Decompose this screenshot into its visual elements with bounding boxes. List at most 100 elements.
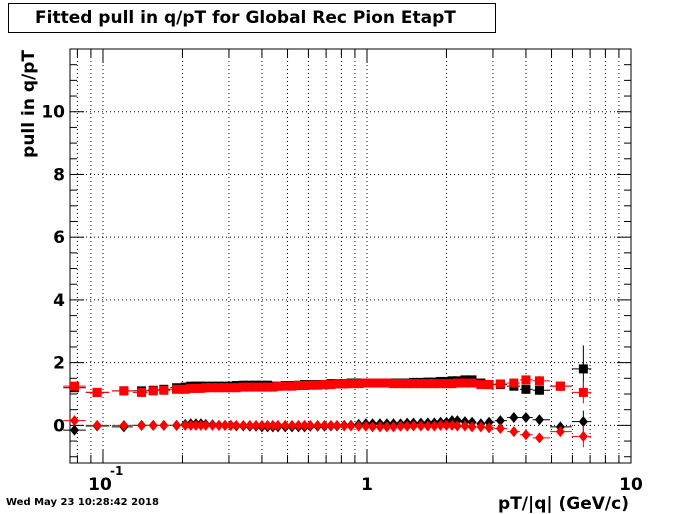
diamond-marker (208, 419, 218, 431)
diamond-marker (555, 426, 565, 438)
diamond-marker (300, 419, 310, 431)
diamond-marker (578, 430, 588, 442)
diamond-marker (495, 415, 505, 427)
square-marker (555, 381, 565, 391)
square-marker (119, 386, 129, 396)
diamond-marker (534, 432, 544, 444)
square-marker (476, 380, 486, 390)
diamond-marker (441, 419, 451, 431)
square-marker (408, 379, 418, 389)
y-tick-label: 0 (53, 416, 65, 436)
square-marker (92, 387, 102, 397)
y-axis-label: pull in q/pT (19, 50, 39, 158)
diamond-marker (509, 426, 519, 438)
square-marker (196, 383, 206, 393)
diamond-marker (172, 419, 182, 431)
diamond-marker (305, 419, 315, 431)
diamond-marker (245, 419, 255, 431)
diamond-marker (375, 421, 385, 433)
diamond-marker (447, 419, 457, 431)
square-marker (388, 379, 398, 389)
y-tick-label: 8 (53, 165, 65, 185)
square-marker (416, 379, 426, 389)
diamond-marker (69, 424, 79, 436)
diamond-marker (186, 419, 196, 431)
square-marker (287, 381, 297, 391)
diamond-marker (346, 420, 356, 432)
square-marker (69, 381, 79, 391)
square-marker (313, 380, 323, 390)
diamond-marker (137, 419, 147, 431)
square-marker (238, 382, 248, 392)
diamond-marker (214, 419, 224, 431)
square-marker (268, 382, 278, 392)
axis-ticks (70, 49, 631, 463)
square-marker (423, 379, 433, 389)
diamond-marker (361, 420, 371, 432)
x-axis-label: pT/|q| (GeV/c) (498, 494, 629, 514)
diamond-marker (251, 419, 261, 431)
diamond-marker (287, 419, 297, 431)
square-marker (257, 382, 267, 392)
diamond-marker (268, 419, 278, 431)
square-marker (273, 381, 283, 391)
square-marker (429, 379, 439, 389)
diamond-marker (69, 415, 79, 427)
square-marker (578, 364, 588, 374)
square-marker (521, 384, 531, 394)
diamond-marker (196, 419, 206, 431)
square-marker (293, 381, 303, 391)
square-marker (509, 378, 519, 388)
diamond-marker (326, 419, 336, 431)
square-marker (186, 383, 196, 393)
diamond-marker (313, 419, 323, 431)
square-marker (460, 378, 470, 388)
x-tick-label: 10 (619, 475, 643, 495)
square-marker (521, 375, 531, 385)
diamond-marker (521, 412, 531, 424)
square-marker (180, 384, 190, 394)
diamond-marker (495, 423, 505, 434)
square-marker (159, 385, 169, 395)
diamond-marker (332, 419, 342, 431)
square-marker (484, 380, 494, 390)
diamond-marker (388, 421, 398, 433)
square-marker (447, 379, 457, 389)
diamond-marker (408, 420, 418, 432)
diamond-marker (484, 416, 494, 428)
diamond-marker (396, 420, 406, 432)
x-tick-label-exponent: -1 (110, 464, 123, 478)
y-tick-label: 2 (53, 354, 65, 374)
chart-title: Fitted pull in q/pT for Global Rec Pion … (35, 8, 456, 28)
square-marker (332, 379, 342, 389)
square-marker (263, 382, 273, 392)
diamond-marker (319, 419, 329, 431)
square-marker (368, 378, 378, 388)
square-marker (382, 378, 392, 388)
diamond-marker (119, 419, 129, 431)
square-marker (361, 378, 371, 388)
square-marker (245, 382, 255, 392)
diamond-marker (460, 420, 470, 432)
diamond-marker (293, 419, 303, 431)
square-marker (339, 379, 349, 389)
diamond-marker (521, 429, 531, 441)
diamond-marker (354, 420, 364, 432)
diamond-marker (534, 414, 544, 426)
square-marker (326, 380, 336, 390)
square-marker (375, 378, 385, 388)
diamond-marker (273, 419, 283, 431)
square-marker (436, 379, 446, 389)
diamond-marker (220, 419, 230, 431)
diamond-marker (191, 419, 201, 431)
data-markers (63, 345, 592, 448)
plot-frame (69, 48, 632, 464)
diamond-marker (339, 420, 349, 432)
square-marker (534, 376, 544, 386)
square-marker (452, 378, 462, 388)
diamond-marker (436, 419, 446, 431)
diamond-marker (280, 419, 290, 431)
square-marker (495, 379, 505, 389)
x-tick-label: 10 (88, 475, 112, 495)
